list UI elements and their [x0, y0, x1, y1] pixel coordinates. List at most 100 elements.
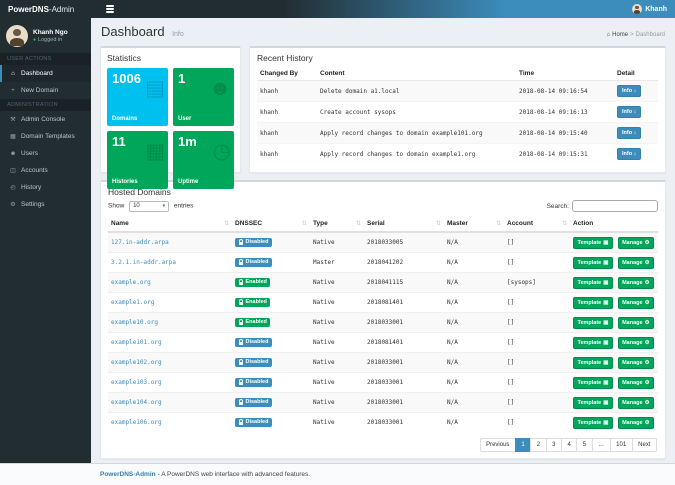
history-time: 2018-08-14 09:15:31 — [516, 143, 614, 164]
manage-button[interactable]: Manage ⚙ — [617, 336, 654, 349]
domain-row: example101.org Disabled Native 201808140… — [108, 332, 658, 353]
template-button[interactable]: Template ▣ — [573, 336, 613, 349]
stat-box-user[interactable]: 1 User ☻ — [173, 68, 234, 126]
manage-button[interactable]: Manage ⚙ — [617, 236, 654, 249]
entries-label: entries — [173, 202, 194, 209]
navbar-user-menu[interactable]: Khanh — [624, 0, 675, 18]
stat-label: Domains — [112, 116, 138, 122]
history-changed-by: khanh — [257, 122, 317, 144]
domain-link[interactable]: example106.org — [111, 419, 162, 426]
column-header-serial[interactable]: Serial ⇅ — [364, 216, 444, 233]
manage-button[interactable]: Manage ⚙ — [617, 316, 654, 329]
pagination-page-5[interactable]: 5 — [576, 438, 593, 452]
column-header-time: Time — [516, 67, 614, 81]
domain-serial: 2018033001 — [364, 352, 444, 373]
sidebar-user-panel: Khanh Ngo ● Logged in — [0, 18, 91, 53]
template-button[interactable]: Template ▣ — [573, 396, 613, 409]
domain-serial: 2018081401 — [364, 332, 444, 353]
search-input[interactable] — [572, 200, 658, 212]
column-header-dnssec[interactable]: DNSSEC ⇅ — [232, 216, 310, 233]
stat-box-domains[interactable]: 1006 Domains ▤ — [107, 68, 168, 126]
clone-icon: ▣ — [603, 399, 609, 406]
domain-master: N/A — [444, 332, 504, 353]
domain-master: N/A — [444, 292, 504, 313]
history-content: Delete domain a1.local — [317, 80, 516, 102]
user-stat-icon: ☻ — [208, 77, 231, 100]
domain-link[interactable]: example.org — [111, 279, 151, 286]
sidebar-item-dashboard[interactable]: ⌂ Dashboard — [0, 65, 91, 82]
domain-link[interactable]: example102.org — [111, 359, 162, 366]
clone-icon: ▣ — [603, 419, 609, 426]
domain-type: Master — [310, 252, 364, 273]
sidebar-item-domain-templates[interactable]: ▦ Domain Templates — [0, 128, 91, 145]
content: Dashboard Info ⌂ Home > Dashboard Statis… — [91, 18, 675, 463]
manage-button[interactable]: Manage ⚙ — [617, 396, 654, 409]
pagination-page-4[interactable]: 4 — [560, 438, 578, 452]
sidebar-item-accounts[interactable]: ◫ Accounts — [0, 162, 91, 179]
home-icon: ⌂ — [606, 32, 611, 38]
page-title: Dashboard — [101, 24, 165, 39]
sidebar-item-label: Domain Templates — [21, 133, 75, 140]
breadcrumb-home-link[interactable]: Home — [612, 32, 629, 38]
column-header-master[interactable]: Master ⇅ — [444, 216, 504, 233]
sidebar-item-history[interactable]: ◴ History — [0, 179, 91, 196]
column-header-name[interactable]: Name ⇅ — [108, 216, 232, 233]
pagination-next[interactable]: Next — [631, 438, 657, 452]
domain-link[interactable]: example101.org — [111, 339, 162, 346]
column-header-account[interactable]: Account ⇅ — [504, 216, 570, 233]
manage-button[interactable]: Manage ⚙ — [617, 356, 654, 369]
domain-link[interactable]: example10.org — [111, 319, 158, 326]
column-header-type[interactable]: Type ⇅ — [310, 216, 364, 233]
template-button[interactable]: Template ▣ — [573, 256, 613, 269]
statistics-panel: Statistics 1006 Domains ▤ 1 User ☻ — [100, 46, 241, 189]
template-button[interactable]: Template ▣ — [573, 236, 613, 249]
history-row: khanh Create account sysops 2018-08-14 0… — [257, 101, 658, 123]
template-button[interactable]: Template ▣ — [573, 356, 613, 369]
info-button[interactable]: Info ↓ — [617, 85, 642, 97]
domain-link[interactable]: example103.org — [111, 379, 162, 386]
manage-button[interactable]: Manage ⚙ — [617, 276, 654, 289]
pagination-page-3[interactable]: 3 — [545, 438, 562, 452]
domain-link[interactable]: 127.in-addr.arpa — [111, 239, 169, 246]
stat-label: Uptime — [178, 179, 199, 185]
page-size-select[interactable]: 10 ▾ — [129, 200, 170, 212]
navbar-username: Khanh — [645, 5, 667, 13]
sort-icon: ⇅ — [495, 221, 501, 227]
domain-account: [] — [504, 412, 570, 432]
lock-icon — [238, 239, 243, 246]
info-button[interactable]: Info ↓ — [617, 106, 642, 118]
stat-box-uptime[interactable]: 1m Uptime ◷ — [173, 131, 234, 189]
sidebar-item-users[interactable]: ☻ Users — [0, 145, 91, 162]
domain-serial: 2018033001 — [364, 312, 444, 333]
template-button[interactable]: Template ▣ — [573, 316, 613, 329]
dnssec-badge: Enabled — [235, 297, 271, 307]
brand-logo[interactable]: PowerDNS-Admin — [0, 5, 99, 14]
pagination-page-101[interactable]: 101 — [609, 438, 633, 452]
clone-icon: ▣ — [603, 239, 609, 246]
manage-button[interactable]: Manage ⚙ — [617, 376, 654, 389]
sidebar-item-settings[interactable]: ⚙ Settings — [0, 196, 91, 213]
sort-icon: ⇅ — [561, 221, 567, 227]
pagination-previous[interactable]: Previous — [479, 438, 516, 452]
manage-button[interactable]: Manage ⚙ — [617, 416, 654, 429]
domain-type: Native — [310, 332, 364, 353]
pagination-page-1[interactable]: 1 — [514, 438, 532, 452]
info-button[interactable]: Info ↓ — [617, 127, 642, 139]
pagination-page-2[interactable]: 2 — [530, 438, 547, 452]
template-button[interactable]: Template ▣ — [573, 296, 613, 309]
stat-value: 1 — [178, 71, 186, 86]
stat-box-histories[interactable]: 11 Histories ▦ — [107, 131, 168, 189]
template-button[interactable]: Template ▣ — [573, 416, 613, 429]
manage-button[interactable]: Manage ⚙ — [617, 256, 654, 269]
domain-link[interactable]: 3.2.1.in-addr.arpa — [111, 259, 177, 266]
template-button[interactable]: Template ▣ — [573, 276, 613, 289]
info-button[interactable]: Info ↓ — [617, 148, 642, 160]
sidebar-item-admin-console[interactable]: ⚒ Admin Console — [0, 111, 91, 128]
domain-link[interactable]: example1.org — [111, 299, 155, 306]
manage-button[interactable]: Manage ⚙ — [617, 296, 654, 309]
hamburger-menu-icon[interactable] — [99, 5, 121, 13]
template-button[interactable]: Template ▣ — [573, 376, 613, 389]
sidebar-item-new-domain[interactable]: + New Domain — [0, 82, 91, 99]
lock-icon — [238, 279, 243, 286]
domain-link[interactable]: example104.org — [111, 399, 162, 406]
